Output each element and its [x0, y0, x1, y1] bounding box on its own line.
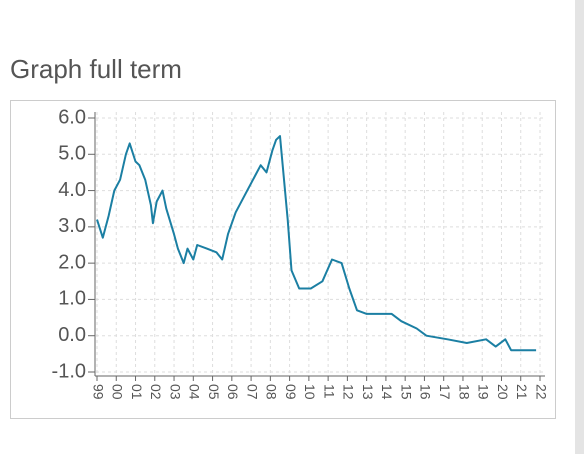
chart-title: Graph full term: [10, 54, 182, 84]
x-tick-label: 14: [379, 384, 395, 400]
x-tick-label: 07: [244, 384, 260, 400]
x-tick-label: 01: [129, 384, 145, 400]
scrollbar-edge: [575, 0, 584, 454]
x-tick-label: 12: [341, 384, 357, 400]
y-tick-label: 6.0: [58, 106, 86, 128]
y-tick-label: 5.0: [58, 143, 86, 165]
x-tick-label: 03: [167, 384, 183, 400]
x-tick-label: 05: [206, 384, 222, 400]
x-tick-label: 13: [360, 384, 376, 400]
x-tick-label: 04: [187, 384, 203, 400]
y-tick-label: 2.0: [58, 251, 86, 273]
y-tick-label: 1.0: [58, 288, 86, 310]
x-tick-label: 22: [533, 384, 549, 400]
x-tick-label: 16: [418, 384, 434, 400]
x-tick-label: 00: [110, 384, 126, 400]
x-tick-label: 18: [456, 384, 472, 400]
y-tick-label: 4.0: [58, 179, 86, 201]
y-tick-label: 3.0: [58, 215, 86, 237]
x-tick-label: 11: [321, 384, 337, 399]
x-tick-label: 21: [514, 384, 530, 400]
x-tick-label: 99: [90, 384, 106, 400]
x-tick-label: 19: [476, 384, 492, 400]
x-tick-label: 08: [264, 384, 280, 400]
chart-frame: [10, 100, 556, 419]
y-tick-label: -1.0: [52, 360, 86, 382]
x-tick-label: 10: [302, 384, 318, 400]
x-tick-label: 17: [437, 384, 453, 400]
data-line: [96, 135, 537, 352]
x-tick-label: 20: [495, 384, 511, 400]
x-tick-label: 15: [398, 384, 414, 400]
x-tick-label: 02: [148, 384, 164, 400]
y-tick-label: 0.0: [58, 324, 86, 346]
x-tick-label: 06: [225, 384, 241, 400]
x-tick-label: 09: [283, 384, 299, 400]
